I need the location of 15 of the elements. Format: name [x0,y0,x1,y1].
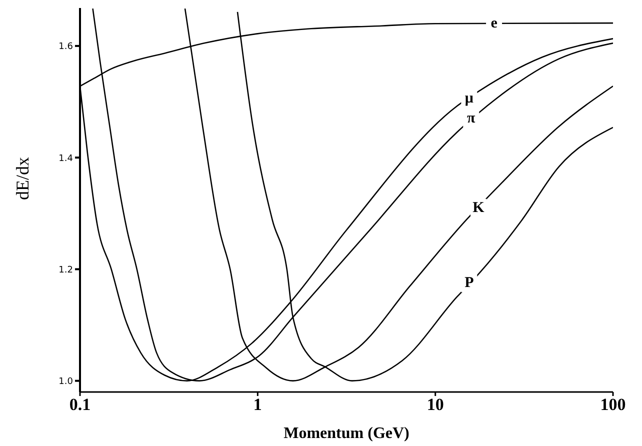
y-tick-label: 1.2 [58,265,73,276]
x-tick-label: 100 [600,395,626,414]
x-tick-label: 10 [426,395,444,414]
annotation: π [467,110,476,127]
annotation: μ [464,90,474,106]
y-axis-title: dE/dx [12,157,32,200]
x-axis-title: Momentum (GeV) [284,425,410,442]
annotation: e [490,16,498,32]
annotation: K [472,200,485,216]
y-tick-label: 1.4 [58,154,74,164]
annotation: P [464,275,474,292]
x-tick-label: 1 [253,395,262,414]
y-tick-label: 1.6 [58,42,74,52]
x-tick-label: 0.1 [69,395,91,414]
y-tick-label: 1.0 [58,377,74,388]
